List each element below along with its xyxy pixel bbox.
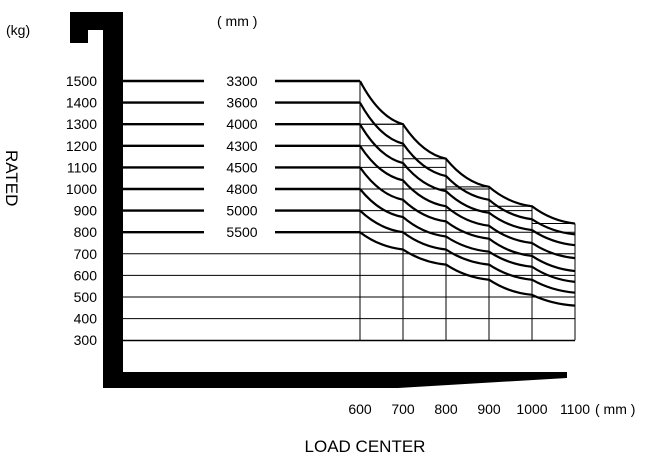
x-tick-label: 1000 [516,401,547,417]
fork-notch [88,30,103,43]
labels: 1500 1400 1300 1200 1100 1000 900 800 700 600 500 4… [66,73,590,417]
fork-silhouette [70,12,567,388]
y-tick-label: 1100 [67,159,97,175]
x-tick-label: 900 [477,401,501,417]
x-unit-label: ( mm ) [595,401,635,417]
y-tick-label: 600 [74,267,98,283]
x-tick-label: 600 [348,401,372,417]
capacity-curve-3600 [359,102,576,236]
capacity-curve-5500 [359,231,576,307]
lift-height-label: 4800 [226,181,257,197]
lift-height-label: 4300 [226,138,257,154]
lift-height-label: 3300 [226,73,257,89]
y-tick-label: 900 [74,203,98,219]
capacity-curve-4000 [359,123,576,247]
y-tick-label: 1000 [66,181,97,197]
y-tick-label: 1300 [66,116,97,132]
lift-height-label: 5500 [226,224,257,240]
x-axis-title: LOAD CENTER [305,437,426,456]
lift-height-label: 4000 [226,116,257,132]
x-tick-label: 1100 [560,401,590,417]
lift-height-label: 4500 [226,159,257,175]
y-tick-label: 1400 [66,95,97,111]
series-unit-label: ( mm ) [217,13,257,29]
reference-lines [123,79,360,234]
capacity-curve-4500 [359,166,576,273]
y-tick-label: 300 [74,332,98,348]
capacity-curves [359,80,576,307]
capacity-curve-4800 [359,188,576,283]
lift-height-label: 3600 [226,95,257,111]
x-tick-label: 700 [391,401,415,417]
y-tick-label: 800 [74,224,98,240]
y-tick-label: 500 [74,289,98,305]
y-tick-label: 700 [74,246,98,262]
lift-height-label: 5000 [226,203,257,219]
y-tick-label: 1500 [66,73,97,89]
y-axis-title: RATED [2,150,21,206]
capacity-curve-4300 [359,145,576,260]
y-unit-label: (kg) [6,22,30,38]
x-tick-label: 800 [434,401,458,417]
capacity-curve-3300 [359,80,576,225]
capacity-curve-5000 [359,209,576,294]
y-tick-label: 400 [74,311,98,327]
y-tick-label: 1200 [66,138,97,154]
